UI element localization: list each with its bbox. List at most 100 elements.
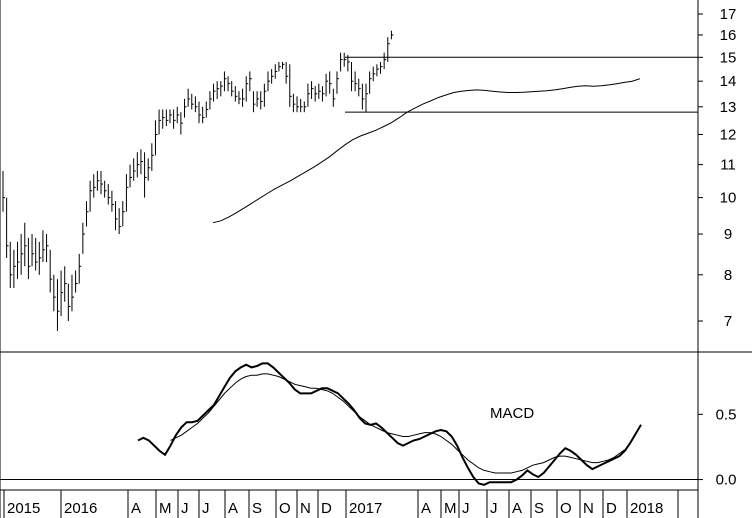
price-bar <box>107 184 111 205</box>
price-tick-label: 12 <box>720 127 737 144</box>
x-tick-label: A <box>228 500 238 517</box>
price-bar <box>278 61 281 72</box>
price-bar <box>38 241 42 275</box>
price-bar <box>285 61 289 84</box>
price-panel <box>2 30 698 332</box>
price-bar <box>165 109 169 126</box>
price-bar <box>213 83 216 102</box>
x-tick-label: N <box>583 500 594 517</box>
price-bar <box>267 71 270 92</box>
price-bar <box>292 93 296 113</box>
x-tick-label: 2016 <box>64 500 97 517</box>
price-bar <box>205 101 209 118</box>
x-tick-label: M <box>444 500 457 517</box>
price-bar <box>274 64 278 79</box>
price-bar <box>111 190 114 212</box>
price-bar <box>151 143 154 171</box>
x-tick-label: A <box>421 500 431 517</box>
price-bar <box>53 274 56 312</box>
price-tick-label: 10 <box>720 190 737 207</box>
price-bar <box>100 170 104 195</box>
price-bar <box>180 112 183 135</box>
x-tick-label: D <box>606 500 617 517</box>
price-bar <box>372 66 376 82</box>
price-bar <box>358 78 361 97</box>
price-bar <box>361 83 365 110</box>
x-tick-label: 2017 <box>349 500 382 517</box>
price-bar <box>227 76 231 92</box>
price-bar <box>42 230 45 263</box>
price-bar <box>252 91 256 113</box>
price-bar <box>332 88 336 107</box>
price-bar <box>245 76 249 102</box>
price-bar <box>13 249 16 289</box>
price-bar <box>60 270 64 317</box>
x-tick-label: S <box>252 500 262 517</box>
price-bar <box>289 64 292 107</box>
price-bar <box>242 88 245 107</box>
price-bar <box>369 71 372 94</box>
price-bar <box>173 109 176 129</box>
price-bar <box>307 83 310 107</box>
x-tick-label: M <box>159 500 172 517</box>
x-tick-label: N <box>300 500 311 517</box>
price-bar <box>67 283 71 321</box>
price-bar <box>140 149 143 175</box>
price-bar <box>318 83 321 99</box>
x-tick-label: S <box>534 500 544 517</box>
x-tick-label: A <box>131 500 141 517</box>
price-bar <box>154 120 158 156</box>
price-bar <box>2 170 5 212</box>
macd-tick-label: 0.5 <box>716 406 737 423</box>
price-bar <box>296 96 300 113</box>
price-bar <box>17 241 20 280</box>
price-bar <box>376 64 379 77</box>
price-bar <box>118 208 122 235</box>
price-bar <box>78 253 82 284</box>
price-bar <box>133 158 136 181</box>
price-bar <box>31 234 35 267</box>
price-bar <box>194 96 198 113</box>
price-bar <box>303 101 307 113</box>
price-bar <box>209 91 212 110</box>
price-bar <box>387 37 390 62</box>
price-bar <box>56 279 60 332</box>
price-bar <box>343 52 347 67</box>
x-axis: 2015 2016 A M J J A S O N D 2017 A M J J A S O N D 2018 <box>3 490 699 518</box>
price-bar <box>216 81 220 99</box>
price-bar <box>365 83 368 113</box>
price-bar <box>71 274 74 312</box>
price-bar <box>271 69 274 84</box>
price-bar <box>325 73 329 97</box>
price-bar <box>234 86 238 102</box>
price-bar <box>383 52 387 70</box>
price-bar <box>350 61 354 92</box>
x-tick-label: A <box>512 500 522 517</box>
price-bar <box>390 30 394 40</box>
moving-average-line <box>212 78 641 224</box>
price-tick-label: 9 <box>724 226 732 243</box>
macd-label: MACD <box>490 405 534 422</box>
price-bar <box>9 241 13 289</box>
price-bar <box>282 61 285 70</box>
x-tick-label: J <box>202 500 210 517</box>
x-tick-label: O <box>279 500 291 517</box>
x-tick-label: J <box>462 500 470 517</box>
price-bar <box>169 109 172 124</box>
price-bar <box>93 174 96 198</box>
price-bar <box>20 234 24 275</box>
price-bar <box>64 266 67 302</box>
price-bar <box>162 109 165 129</box>
price-bar <box>340 52 343 72</box>
price-bar <box>122 201 125 227</box>
price-bar <box>198 101 202 124</box>
price-bar <box>336 71 339 94</box>
price-bar <box>24 222 27 267</box>
price-bar <box>220 81 223 97</box>
price-bar <box>147 158 151 181</box>
price-bar <box>82 222 85 254</box>
price-bar <box>96 170 100 191</box>
price-bar <box>329 71 332 94</box>
price-bar <box>238 91 241 105</box>
price-bar <box>191 93 194 110</box>
